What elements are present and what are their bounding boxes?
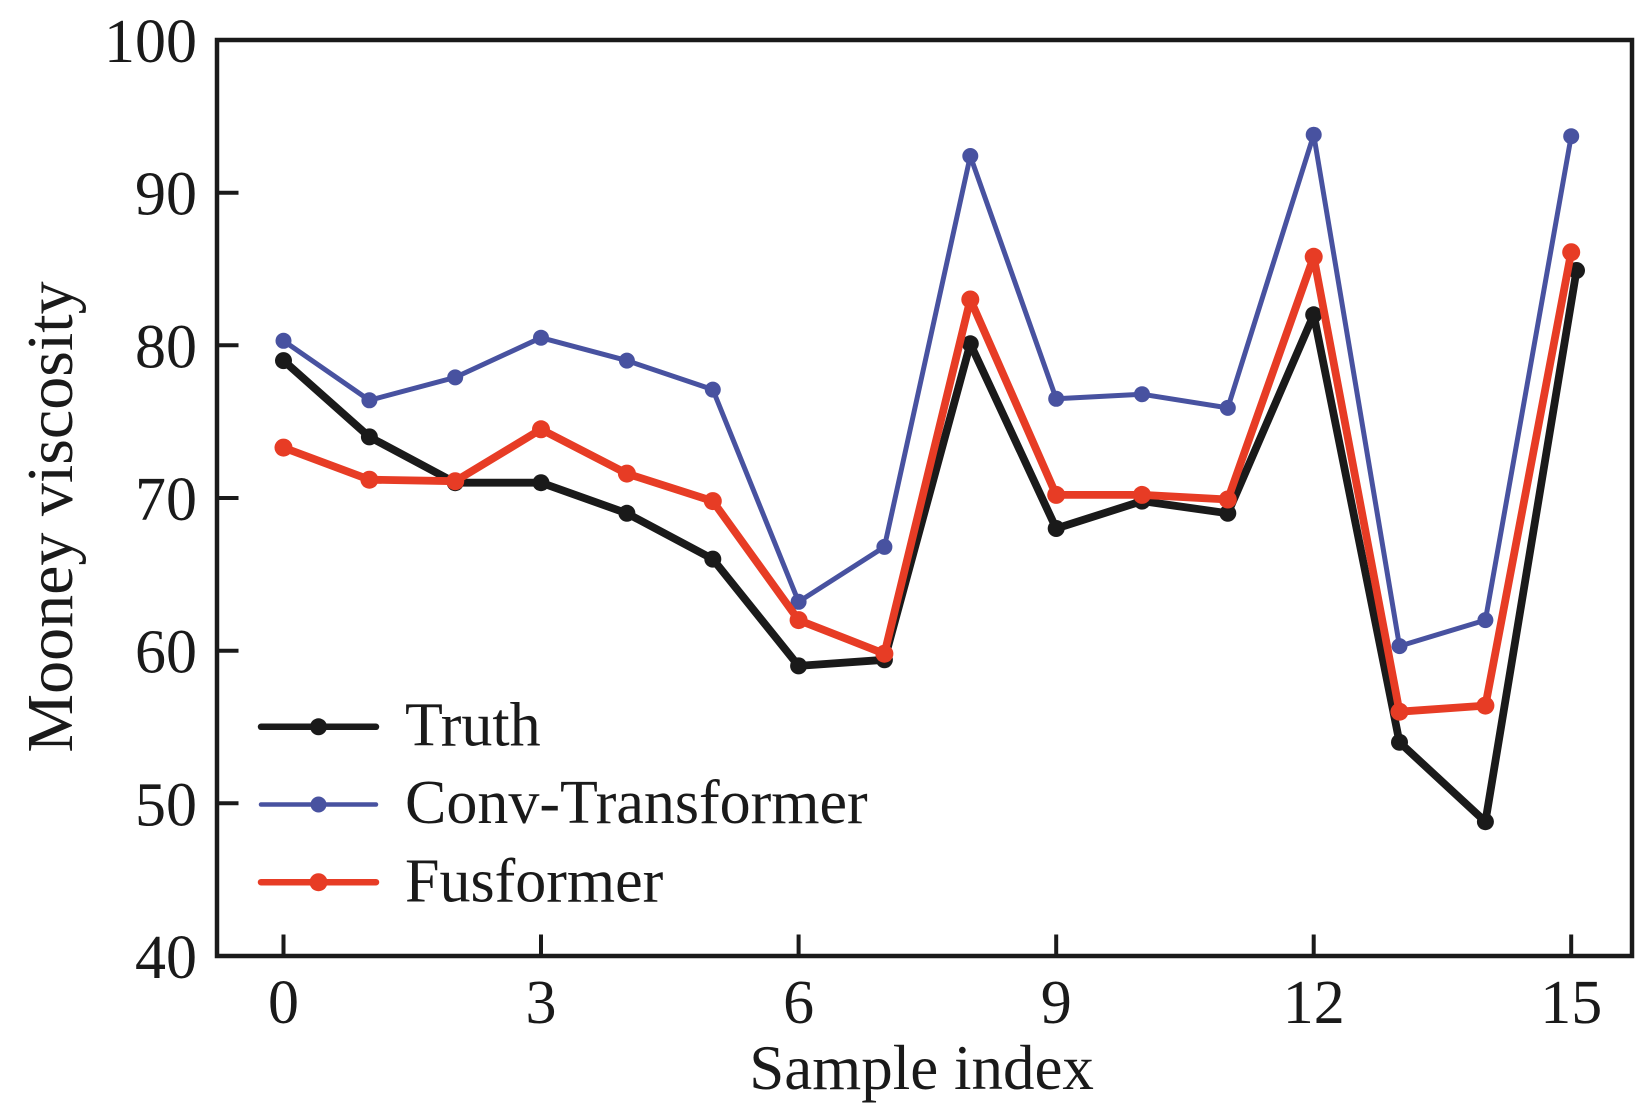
svg-text:70: 70 [135, 466, 197, 534]
svg-text:Fusformer: Fusformer [405, 847, 664, 915]
svg-text:Truth: Truth [405, 692, 541, 760]
svg-text:100: 100 [104, 8, 197, 76]
svg-text:12: 12 [1283, 969, 1345, 1037]
svg-text:50: 50 [135, 771, 197, 839]
svg-text:9: 9 [1041, 969, 1072, 1037]
svg-text:Sample index: Sample index [749, 1033, 1094, 1103]
svg-text:0: 0 [268, 969, 299, 1037]
svg-text:40: 40 [135, 924, 197, 992]
svg-text:15: 15 [1540, 969, 1602, 1037]
svg-text:90: 90 [135, 161, 197, 229]
svg-text:Conv-Transformer: Conv-Transformer [405, 769, 868, 837]
svg-text:60: 60 [135, 619, 197, 687]
svg-text:Mooney viscosity: Mooney viscosity [14, 281, 87, 752]
svg-text:3: 3 [526, 969, 557, 1037]
svg-text:80: 80 [135, 313, 197, 381]
svg-text:6: 6 [783, 969, 814, 1037]
